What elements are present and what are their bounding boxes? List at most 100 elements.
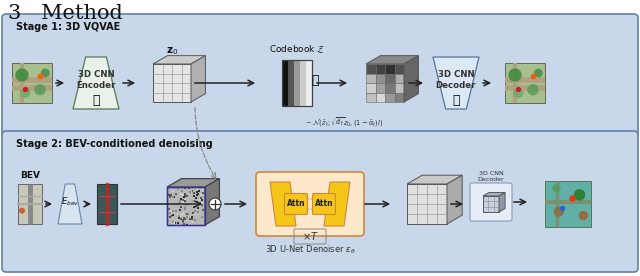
Point	[188, 207, 198, 211]
Circle shape	[508, 68, 522, 82]
Point	[195, 190, 205, 195]
Point	[193, 210, 204, 214]
Point	[198, 191, 209, 195]
Text: $E_{bev}$: $E_{bev}$	[61, 196, 79, 208]
Text: BEV: BEV	[20, 171, 40, 180]
Point	[188, 210, 198, 215]
Point	[513, 86, 524, 91]
Point	[178, 217, 188, 222]
Point	[177, 189, 187, 193]
Polygon shape	[447, 175, 462, 224]
FancyBboxPatch shape	[285, 193, 307, 214]
Point	[168, 213, 178, 217]
Point	[186, 189, 196, 193]
Point	[182, 215, 192, 220]
Point	[180, 186, 190, 191]
Point	[35, 74, 45, 79]
Point	[193, 192, 203, 197]
Point	[166, 193, 176, 198]
Point	[179, 198, 189, 202]
Point	[195, 200, 205, 205]
Point	[191, 201, 201, 206]
Point	[165, 215, 175, 219]
Point	[193, 218, 204, 222]
Point	[180, 206, 190, 210]
Point	[186, 189, 196, 193]
Point	[171, 191, 181, 196]
Text: 🔥: 🔥	[311, 75, 319, 87]
Point	[180, 206, 190, 211]
Point	[180, 192, 190, 197]
Point	[190, 209, 200, 213]
Point	[175, 208, 186, 213]
Point	[196, 187, 207, 192]
Point	[174, 188, 184, 192]
Point	[168, 211, 178, 216]
Polygon shape	[394, 92, 404, 102]
Point	[176, 217, 186, 221]
Point	[191, 196, 201, 201]
Point	[178, 198, 188, 202]
Point	[179, 221, 189, 226]
Point	[170, 221, 180, 225]
Point	[172, 209, 182, 213]
Point	[192, 200, 202, 205]
Polygon shape	[394, 64, 404, 73]
Text: $\mathbf{z}_0$: $\mathbf{z}_0$	[166, 45, 178, 57]
Point	[173, 206, 184, 210]
Point	[173, 213, 183, 217]
Point	[184, 186, 194, 190]
Point	[170, 221, 180, 225]
FancyBboxPatch shape	[97, 184, 117, 224]
FancyBboxPatch shape	[2, 131, 638, 272]
Circle shape	[41, 68, 50, 78]
Circle shape	[552, 184, 561, 193]
Point	[164, 206, 175, 211]
Point	[188, 216, 198, 220]
Point	[168, 189, 178, 193]
FancyBboxPatch shape	[306, 60, 312, 106]
Point	[182, 222, 192, 226]
Point	[174, 216, 184, 221]
Point	[195, 198, 205, 203]
Point	[178, 200, 188, 204]
Point	[175, 192, 186, 196]
Point	[187, 215, 197, 219]
Circle shape	[209, 198, 221, 210]
Point	[173, 200, 184, 205]
Polygon shape	[499, 192, 505, 212]
FancyBboxPatch shape	[288, 60, 294, 106]
Point	[193, 206, 203, 210]
Point	[185, 217, 195, 221]
Point	[187, 199, 197, 204]
Circle shape	[20, 88, 30, 98]
Point	[197, 216, 207, 220]
Point	[181, 212, 191, 216]
Point	[181, 203, 191, 207]
Polygon shape	[433, 57, 479, 109]
Polygon shape	[385, 83, 394, 92]
Polygon shape	[366, 92, 376, 102]
Point	[567, 196, 577, 200]
Point	[189, 199, 199, 203]
FancyBboxPatch shape	[312, 193, 335, 214]
Text: Stage 2: BEV-conditioned denoising: Stage 2: BEV-conditioned denoising	[16, 139, 212, 149]
Point	[184, 202, 195, 206]
Point	[197, 214, 207, 219]
Point	[182, 211, 192, 216]
Circle shape	[513, 88, 524, 98]
Point	[196, 198, 207, 202]
Polygon shape	[407, 184, 447, 224]
Point	[182, 221, 193, 225]
Point	[191, 192, 202, 197]
Point	[187, 219, 197, 224]
Circle shape	[554, 206, 564, 217]
Point	[190, 218, 200, 222]
Text: Codebook $\mathcal{Z}$: Codebook $\mathcal{Z}$	[269, 43, 325, 55]
Polygon shape	[376, 92, 385, 102]
Point	[192, 190, 202, 195]
FancyBboxPatch shape	[282, 60, 288, 106]
Point	[20, 86, 31, 91]
Point	[191, 200, 202, 205]
Point	[178, 220, 188, 224]
